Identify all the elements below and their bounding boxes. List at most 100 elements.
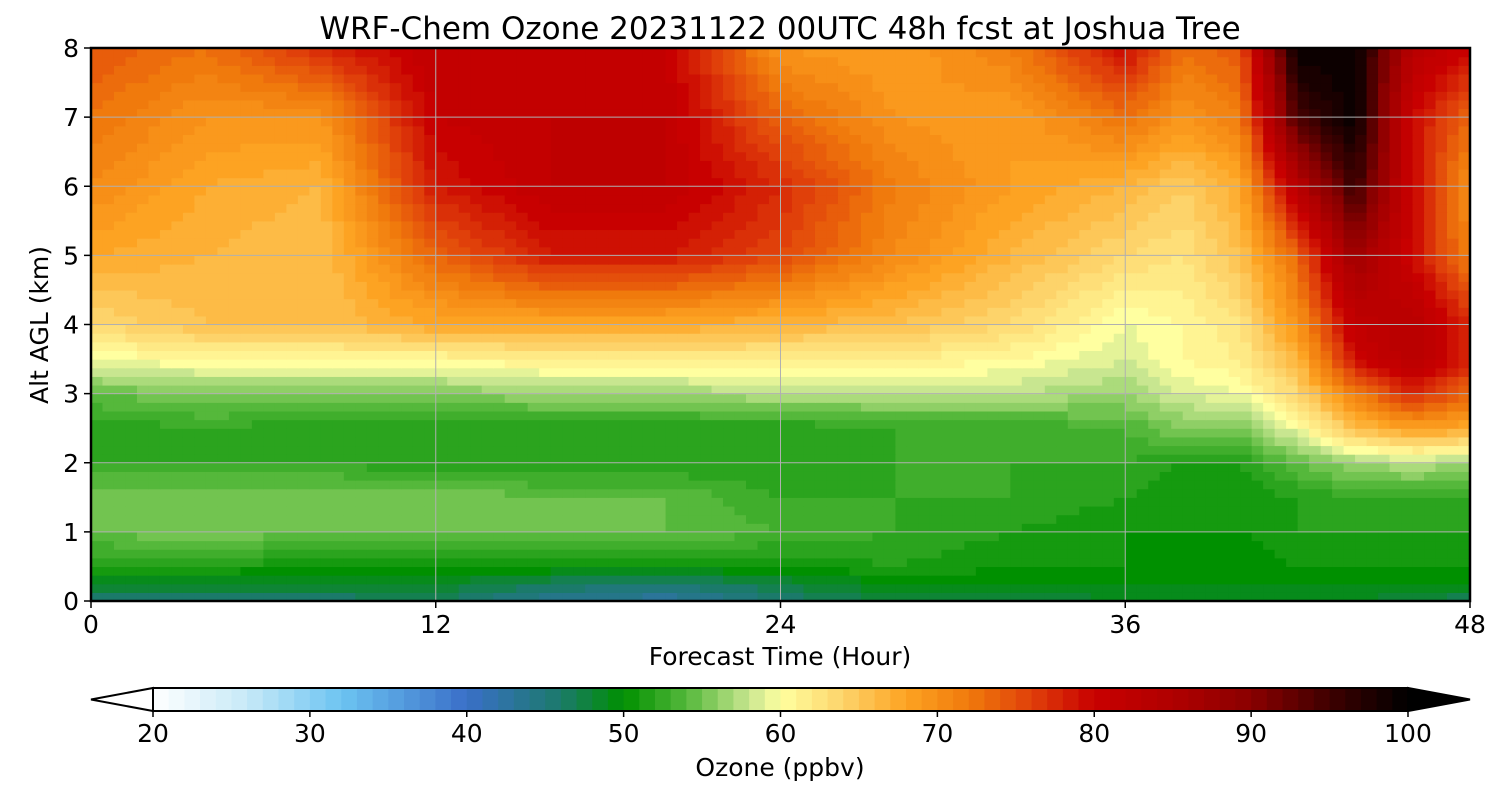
ozone-cell (309, 281, 322, 291)
ozone-cell (263, 315, 276, 326)
ozone-cell (516, 281, 529, 291)
ozone-cell (493, 341, 506, 352)
ozone-cell (527, 238, 540, 248)
ozone-cell (1171, 307, 1184, 317)
ozone-cell (481, 246, 494, 256)
ozone-cell (941, 281, 954, 291)
ozone-cell (1355, 298, 1368, 308)
ozone-cell (987, 367, 1000, 377)
ozone-cell (1320, 497, 1333, 507)
ozone-cell (1263, 471, 1276, 481)
ozone-cell (642, 238, 655, 248)
ozone-cell (1366, 480, 1379, 490)
ozone-cell (1389, 523, 1402, 533)
ozone-cell (91, 531, 104, 542)
ozone-cell (941, 549, 954, 559)
ozone-cell (136, 583, 150, 593)
ozone-cell (803, 540, 816, 550)
ozone-cell (1447, 454, 1460, 464)
ozone-cell (1056, 289, 1069, 300)
ozone-cell (458, 246, 471, 256)
ozone-cell (1136, 514, 1149, 524)
ozone-cell (539, 419, 552, 429)
ozone-cell (791, 298, 805, 308)
ozone-cell (481, 514, 494, 524)
ozone-cell (1263, 272, 1276, 282)
ozone-cell (1171, 419, 1184, 429)
ozone-cell (803, 255, 816, 265)
ozone-cell (1240, 488, 1253, 498)
ozone-cell (941, 488, 954, 498)
ozone-cell (1159, 497, 1172, 507)
ozone-cell (1228, 514, 1241, 524)
ozone-cell (366, 505, 379, 516)
ozone-cell (1332, 419, 1345, 429)
ozone-cell (1125, 531, 1138, 542)
ozone-cell (987, 523, 1000, 533)
ozone-cell (1205, 549, 1218, 559)
ozone-cell (1309, 264, 1322, 274)
ozone-cell (964, 445, 977, 455)
ozone-cell (1102, 592, 1115, 601)
ozone-cell (964, 298, 977, 308)
ozone-cell (1424, 428, 1437, 438)
ozone-cell (424, 393, 437, 403)
ozone-cell (378, 315, 391, 326)
ozone-cell (194, 376, 207, 386)
ozone-cell (1435, 505, 1448, 516)
ozone-cell (1205, 436, 1218, 447)
ozone-cell (952, 402, 965, 412)
ozone-cell (941, 376, 954, 386)
ozone-cell (688, 471, 701, 481)
ozone-cell (596, 540, 609, 550)
ozone-cell (700, 592, 713, 601)
ozone-cell (470, 497, 483, 507)
ozone-cell (1355, 523, 1368, 533)
ozone-cell (263, 428, 276, 438)
ozone-cell (987, 264, 1000, 274)
ozone-cell (1113, 497, 1126, 507)
ozone-cell (228, 583, 241, 593)
ozone-cell (1033, 272, 1046, 282)
ozone-cell (1366, 333, 1379, 343)
ozone-cell (1044, 592, 1057, 601)
ozone-cell (1389, 592, 1402, 601)
ozone-cell (539, 341, 552, 352)
ozone-cell (1102, 281, 1115, 291)
ozone-cell (171, 341, 184, 352)
ozone-cell (872, 428, 885, 438)
ozone-cell (493, 531, 506, 542)
ozone-cell (665, 333, 678, 343)
ozone-cell (1044, 298, 1057, 308)
ozone-cell (1424, 575, 1437, 585)
ozone-cell (1401, 298, 1414, 308)
ozone-cell (205, 575, 219, 585)
ozone-cell (274, 557, 287, 568)
ozone-cell (539, 255, 552, 265)
ozone-cell (205, 488, 219, 498)
ozone-cell (1297, 393, 1310, 403)
ozone-cell (596, 462, 609, 472)
ozone-cell (251, 367, 264, 377)
ozone-cell (159, 531, 173, 542)
ozone-cell (136, 592, 150, 601)
ozone-cell (205, 324, 219, 334)
ozone-cell (343, 367, 356, 377)
ozone-cell (700, 575, 713, 585)
ozone-cell (217, 480, 230, 490)
ozone-cell (883, 246, 897, 256)
ozone-cell (194, 307, 207, 317)
ozone-cell (355, 350, 368, 360)
ozone-cell (91, 384, 104, 395)
ozone-cell (1079, 549, 1092, 559)
ozone-cell (1033, 549, 1046, 559)
ozone-cell (573, 359, 586, 369)
ozone-cell (1355, 255, 1368, 265)
ozone-cell (987, 402, 1000, 412)
ozone-cell (1240, 315, 1253, 326)
ozone-cell (1286, 367, 1299, 377)
ozone-cell (941, 471, 954, 481)
ozone-cell (424, 402, 437, 412)
ozone-cell (1182, 350, 1195, 360)
ozone-cell (205, 445, 219, 455)
